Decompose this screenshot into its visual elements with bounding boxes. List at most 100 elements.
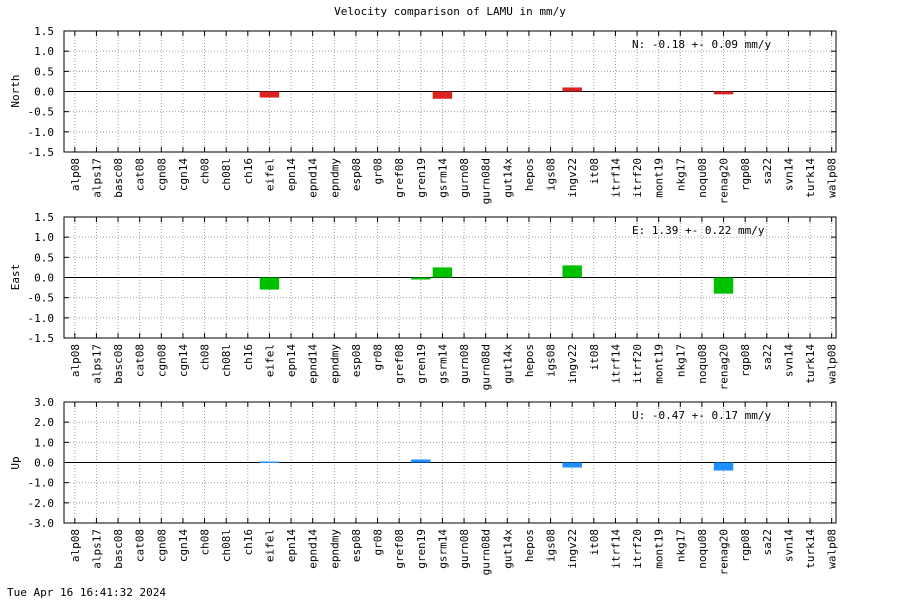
- x-tick-label: svn14: [782, 344, 795, 377]
- bar-gren19: [411, 277, 431, 280]
- x-tick-label: mont19: [653, 158, 666, 198]
- x-tick-label: gurn08: [458, 158, 471, 198]
- x-tick-label: sa22: [761, 529, 774, 556]
- x-tick-label: eifel: [263, 158, 276, 191]
- x-tick-label: walp08: [826, 158, 839, 198]
- x-tick-label: it08: [588, 158, 601, 185]
- x-tick-label: gref08: [393, 529, 406, 569]
- x-tick-label: renag20: [718, 344, 731, 390]
- x-tick-label: cgn14: [177, 529, 190, 562]
- x-tick-label: gren19: [415, 344, 428, 384]
- x-tick-label: epn14: [285, 529, 298, 562]
- x-tick-label: ch16: [242, 158, 255, 185]
- y-tick-label: -0.5: [28, 292, 55, 305]
- y-tick-label: 2.0: [34, 416, 54, 429]
- x-tick-label: gurn08d: [480, 344, 493, 390]
- x-tick-label: itrf14: [609, 529, 622, 569]
- x-tick-label: alp08: [69, 529, 82, 562]
- x-tick-label: cat08: [134, 158, 147, 191]
- x-tick-label: walp08: [826, 529, 839, 569]
- plot-frame: [63, 30, 837, 153]
- y-tick-label: 1.0: [34, 231, 54, 244]
- x-tick-label: gurn08: [458, 529, 471, 569]
- y-tick-label: 0.0: [34, 457, 54, 470]
- x-tick-label: itrf20: [631, 158, 644, 198]
- x-tick-label: gut14x: [501, 158, 514, 198]
- x-tick-label: alp08: [69, 158, 82, 191]
- x-tick-label: cgn08: [155, 158, 168, 191]
- x-tick-label: basc08: [112, 529, 125, 569]
- x-tick-label: basc08: [112, 158, 125, 198]
- x-tick-label: epnd14: [307, 529, 320, 569]
- x-tick-label: walp08: [826, 344, 839, 384]
- x-tick-label: itrf14: [609, 344, 622, 384]
- x-tick-label: ch08: [199, 529, 212, 556]
- x-tick-label: epn14: [285, 158, 298, 191]
- x-tick-label: cat08: [134, 344, 147, 377]
- x-tick-label: cgn14: [177, 344, 190, 377]
- bar-eifel: [259, 277, 280, 290]
- x-tick-label: alp08: [69, 344, 82, 377]
- x-tick-label: hepos: [523, 529, 536, 562]
- x-tick-label: ch16: [242, 529, 255, 556]
- y-tick-label: 1.0: [34, 436, 54, 449]
- x-tick-label: epndmy: [328, 344, 341, 384]
- x-tick-label: eifel: [263, 344, 276, 377]
- x-tick-label: ch08l: [220, 344, 233, 377]
- bar-renag20: [713, 277, 734, 294]
- x-tick-label: cgn08: [155, 344, 168, 377]
- stats-annotation: U: -0.47 +- 0.17 mm/y: [632, 409, 771, 422]
- x-tick-label: turk14: [804, 529, 817, 569]
- bar-ingv22: [562, 462, 582, 468]
- x-tick-label: rgp08: [739, 529, 752, 562]
- x-tick-label: ingv22: [566, 529, 579, 569]
- x-tick-label: rgp08: [739, 344, 752, 377]
- x-tick-label: gsrm14: [436, 344, 449, 384]
- x-tick-label: gurn08d: [480, 158, 493, 204]
- x-tick-label: gurn08d: [480, 529, 493, 575]
- x-tick-label: gren19: [415, 158, 428, 198]
- x-tick-label: nkg17: [674, 529, 687, 562]
- x-tick-label: basc08: [112, 344, 125, 384]
- y-tick-label: -1.0: [28, 477, 55, 490]
- plot-frame: [63, 401, 837, 524]
- x-tick-label: ch08: [199, 158, 212, 185]
- x-tick-label: epndmy: [328, 158, 341, 198]
- x-tick-label: svn14: [782, 529, 795, 562]
- bar-renag20: [713, 462, 734, 471]
- x-tick-label: rgp08: [739, 158, 752, 191]
- x-tick-label: gr08: [372, 344, 385, 371]
- x-tick-label: mont19: [653, 529, 666, 569]
- x-tick-label: gref08: [393, 344, 406, 384]
- x-tick-label: gut14x: [501, 344, 514, 384]
- x-tick-label: it08: [588, 344, 601, 371]
- x-tick-label: ch08: [199, 344, 212, 371]
- bar-renag20: [713, 91, 734, 95]
- y-tick-label: 1.0: [34, 45, 54, 58]
- timestamp: Tue Apr 16 16:41:32 2024: [7, 586, 166, 599]
- x-tick-label: noqu08: [696, 158, 709, 198]
- x-tick-label: ingv22: [566, 344, 579, 384]
- x-tick-label: epnd14: [307, 158, 320, 198]
- y-tick-label: 0.0: [34, 272, 54, 285]
- x-tick-label: itrf14: [609, 158, 622, 198]
- x-tick-label: sa22: [761, 344, 774, 371]
- x-tick-label: ch08l: [220, 529, 233, 562]
- x-tick-label: nkg17: [674, 344, 687, 377]
- x-tick-label: epn14: [285, 344, 298, 377]
- x-tick-label: esp08: [350, 158, 363, 191]
- y-tick-label: 0.5: [34, 65, 54, 78]
- x-tick-label: igs08: [545, 158, 558, 191]
- y-tick-label: -0.5: [28, 106, 55, 119]
- x-tick-label: itrf20: [631, 529, 644, 569]
- bar-ingv22: [562, 265, 582, 278]
- y-axis-label: East: [9, 264, 22, 291]
- x-tick-label: mont19: [653, 344, 666, 384]
- x-tick-label: gsrm14: [436, 158, 449, 198]
- x-tick-label: igs08: [545, 344, 558, 377]
- x-tick-label: ch16: [242, 344, 255, 371]
- bar-gsrm14: [432, 91, 453, 99]
- y-tick-label: -1.0: [28, 126, 55, 139]
- x-tick-label: gr08: [372, 529, 385, 556]
